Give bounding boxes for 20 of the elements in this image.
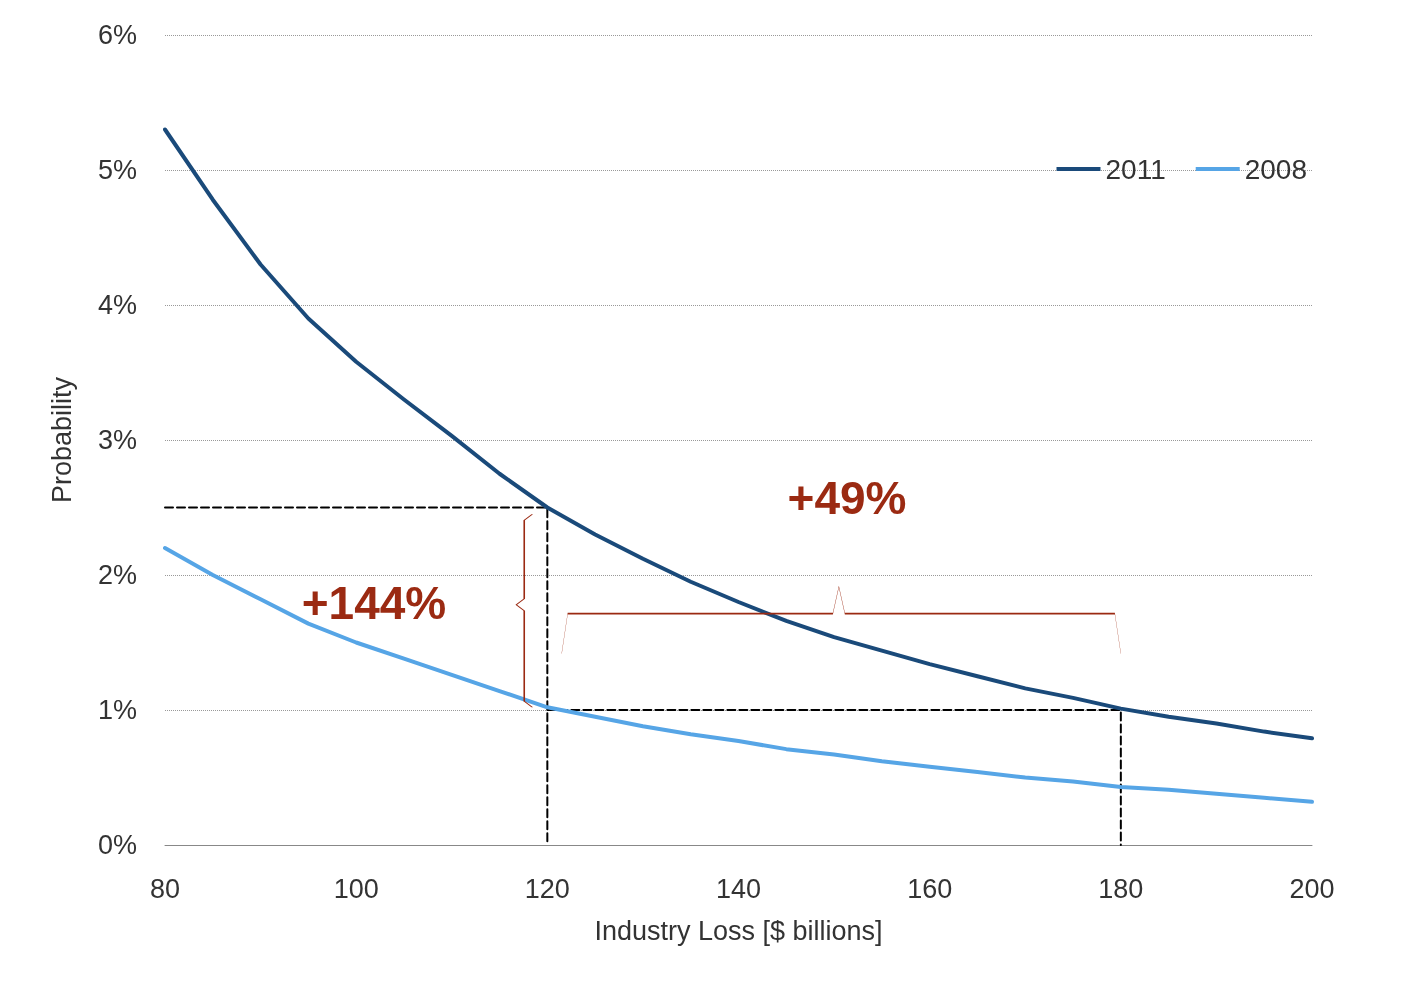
y-tick-label: 6% [97,20,137,50]
x-tick-label: 200 [1289,873,1335,904]
legend-label: 2011 [1105,153,1166,185]
annotation: +49% [787,472,907,524]
x-tick-label: 140 [715,873,762,904]
y-tick-label: 5% [97,155,137,185]
x-tick-label: 120 [524,873,570,904]
x-tick-label: 160 [907,873,953,904]
x-axis-title: Industry Loss [$ billions] [594,915,883,946]
y-tick-label: 4% [97,290,137,320]
annotation: +144% [301,577,447,629]
x-tick-label: 80 [149,873,181,904]
y-tick-label: 3% [97,425,137,455]
x-tick-label: 100 [333,873,379,904]
legend-label: 2008 [1244,153,1308,185]
y-tick-label: 0% [97,830,137,860]
x-tick-label: 180 [1098,873,1144,904]
y-tick-label: 2% [97,560,137,590]
y-axis-title: Probability [46,376,77,504]
y-tick-label: 1% [97,695,137,725]
